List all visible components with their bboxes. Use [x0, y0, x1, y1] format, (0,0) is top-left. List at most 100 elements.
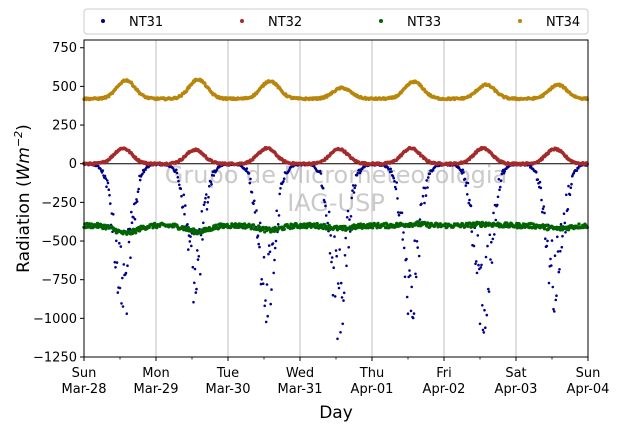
- data-point: [566, 228, 571, 232]
- data-point: [347, 246, 351, 249]
- data-point: [106, 181, 110, 185]
- y-tick-label: 250: [52, 119, 77, 134]
- data-point: [141, 172, 144, 176]
- data-point: [327, 210, 331, 214]
- data-point: [273, 246, 277, 250]
- data-point: [318, 169, 322, 173]
- watermark-line: IAG-USP: [287, 189, 385, 217]
- data-point: [341, 322, 345, 326]
- data-point: [258, 221, 262, 225]
- data-point: [568, 193, 572, 197]
- data-point: [182, 193, 186, 197]
- data-point: [563, 221, 567, 225]
- data-point: [406, 312, 410, 316]
- data-point: [355, 174, 359, 177]
- data-point: [193, 267, 197, 271]
- data-point: [483, 308, 486, 312]
- data-point: [490, 240, 493, 244]
- legend-marker: [379, 19, 383, 23]
- data-point: [567, 184, 570, 188]
- data-point: [207, 195, 210, 199]
- data-point: [118, 241, 121, 245]
- data-point: [135, 198, 138, 201]
- data-point: [414, 275, 418, 279]
- data-point: [533, 226, 538, 230]
- data-point: [343, 224, 347, 229]
- grid: [155, 40, 517, 357]
- data-point: [550, 264, 553, 267]
- data-point: [344, 236, 348, 240]
- data-point: [466, 193, 469, 196]
- data-point: [201, 238, 204, 241]
- data-point: [475, 260, 478, 263]
- data-point: [199, 272, 202, 276]
- data-point: [498, 188, 501, 192]
- data-point: [544, 237, 547, 240]
- data-point: [503, 170, 507, 173]
- data-point: [566, 208, 570, 211]
- data-point: [407, 224, 412, 229]
- y-axis-label-exp: −2: [12, 131, 25, 147]
- data-point: [323, 200, 327, 204]
- data-point: [499, 179, 503, 182]
- data-point: [126, 264, 129, 268]
- data-point: [258, 245, 261, 249]
- data-point: [133, 217, 137, 221]
- data-point: [476, 234, 480, 237]
- data-point: [274, 239, 278, 243]
- data-point: [345, 216, 349, 219]
- data-point: [188, 240, 192, 243]
- data-point: [200, 210, 204, 213]
- data-point: [179, 187, 183, 190]
- data-point: [342, 291, 346, 295]
- data-point: [330, 256, 334, 259]
- data-point: [321, 226, 325, 231]
- data-point: [499, 185, 502, 189]
- data-point: [410, 285, 414, 289]
- data-point: [267, 252, 270, 256]
- data-point: [210, 183, 213, 186]
- data-point: [275, 209, 279, 213]
- data-point: [321, 186, 325, 190]
- data-point: [396, 197, 399, 200]
- data-point: [330, 260, 333, 264]
- data-point: [107, 188, 111, 191]
- data-point: [535, 171, 538, 174]
- data-point: [423, 201, 426, 205]
- data-point: [461, 168, 465, 172]
- data-point: [539, 186, 543, 190]
- data-point: [263, 304, 267, 308]
- data-point: [134, 231, 138, 235]
- data-point: [487, 287, 490, 291]
- data-point: [577, 222, 581, 226]
- data-point: [464, 184, 468, 187]
- data-point: [470, 230, 474, 233]
- x-tick-label-day: Wed: [286, 366, 314, 381]
- data-point: [277, 214, 281, 217]
- data-point: [135, 200, 139, 203]
- data-point: [492, 211, 495, 215]
- data-point: [255, 209, 258, 212]
- data-point: [138, 178, 142, 182]
- data-point: [114, 266, 117, 269]
- data-point: [333, 235, 336, 238]
- data-point: [541, 207, 545, 211]
- data-point: [187, 248, 190, 251]
- data-point: [400, 211, 404, 215]
- data-point: [336, 337, 339, 341]
- data-point: [270, 288, 273, 291]
- data-point: [553, 310, 556, 313]
- data-point: [487, 290, 491, 293]
- data-point: [494, 218, 498, 222]
- data-point: [202, 221, 205, 225]
- data-point: [180, 194, 183, 198]
- data-point: [101, 169, 105, 172]
- x-tick-label-day: Thu: [359, 366, 384, 381]
- data-point: [360, 226, 364, 230]
- data-point: [142, 170, 146, 174]
- data-point: [559, 222, 563, 226]
- data-point: [479, 266, 483, 269]
- data-point: [326, 221, 330, 225]
- data-point: [269, 302, 273, 306]
